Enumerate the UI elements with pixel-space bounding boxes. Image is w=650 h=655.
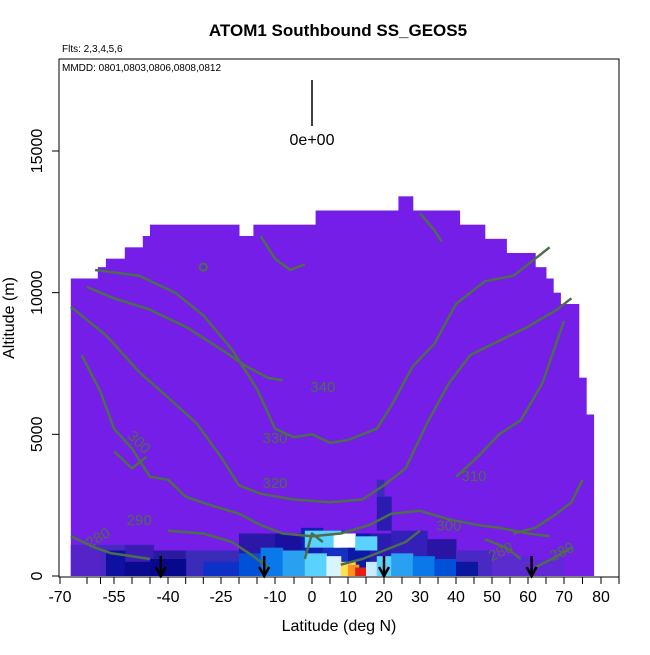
field-column xyxy=(578,377,587,576)
x-tick-label: 40 xyxy=(447,589,465,606)
x-tick-label: 0 xyxy=(308,589,317,606)
field-cell xyxy=(376,496,392,531)
field-cell xyxy=(355,567,367,576)
x-axis-label: Latitude (deg N) xyxy=(282,618,397,635)
contour-line xyxy=(484,538,522,560)
contour-line xyxy=(80,354,550,538)
contour-line xyxy=(455,320,566,478)
field-column xyxy=(560,304,580,576)
field-column xyxy=(506,253,536,576)
field-cell xyxy=(326,556,342,576)
field-column xyxy=(253,224,317,576)
field-cell xyxy=(124,561,151,576)
x-axis: -70 -55 -40 -25 -10 0 10 20 30 40 50 60 70 80 xyxy=(48,576,620,606)
field-cell xyxy=(333,533,356,548)
field-column xyxy=(97,267,107,576)
contour-line xyxy=(513,479,584,535)
field-cell xyxy=(434,559,457,576)
dates-note: MMDD: 0801,0803,0806,0808,0812 xyxy=(62,63,221,74)
field-cell xyxy=(391,553,414,576)
contour-line xyxy=(113,450,148,470)
contour-line xyxy=(167,529,269,569)
field-cell xyxy=(239,553,262,576)
x-tick-label: -10 xyxy=(263,589,286,606)
field-cell xyxy=(492,556,529,576)
field-column xyxy=(239,236,254,576)
field-column xyxy=(150,224,240,576)
field-cell xyxy=(70,544,101,576)
x-tick-label: 20 xyxy=(375,589,393,606)
x-tick-label: -40 xyxy=(156,589,179,606)
flight-marker-arrow xyxy=(377,556,391,579)
chart-title: ATOM1 Southbound SS_GEOS5 xyxy=(209,21,467,40)
field-cell xyxy=(412,556,435,576)
field-column xyxy=(553,292,561,576)
field-column xyxy=(586,414,595,576)
field-column xyxy=(535,267,547,576)
field-cell xyxy=(304,553,327,576)
field-column xyxy=(484,238,507,577)
field-cell xyxy=(260,547,284,576)
y-tick-label: 15000 xyxy=(29,129,46,174)
field-column xyxy=(70,278,99,576)
x-tick-label: 80 xyxy=(592,589,610,606)
flight-markers xyxy=(154,556,538,579)
contour-line xyxy=(70,297,573,504)
field-column xyxy=(546,278,554,576)
x-tick-label: 50 xyxy=(483,589,501,606)
field-column xyxy=(398,196,414,577)
y-axis: 0 5000 10000 15000 xyxy=(29,129,60,580)
x-tick-label: -25 xyxy=(209,589,232,606)
y-tick-label: 10000 xyxy=(29,270,46,315)
contour-label: 320 xyxy=(262,475,287,492)
contour-line xyxy=(419,212,443,243)
x-tick-label: 60 xyxy=(519,589,537,606)
contour-ring xyxy=(198,262,208,272)
x-tick-label: 30 xyxy=(411,589,429,606)
flights-note: Flts: 2,3,4,5,6 xyxy=(62,44,123,55)
contour-line xyxy=(259,235,306,272)
contour-label: 310 xyxy=(461,468,486,485)
field-cell xyxy=(282,550,306,576)
field-cell xyxy=(355,536,378,551)
x-tick-label: 70 xyxy=(555,589,573,606)
flight-marker-arrow xyxy=(525,556,538,579)
field-column xyxy=(124,247,144,577)
field-cell xyxy=(348,564,360,576)
contour-line xyxy=(340,529,421,566)
field-cell xyxy=(528,559,565,576)
field-cell xyxy=(105,550,126,576)
contour-line xyxy=(303,532,324,560)
contour-line xyxy=(70,535,151,561)
contour-label: 340 xyxy=(310,379,335,396)
scale-label: 0e+00 xyxy=(290,132,335,149)
contour-line xyxy=(534,546,573,569)
heatmap-field xyxy=(70,196,595,577)
field-cell xyxy=(366,561,378,576)
x-tick-label: -55 xyxy=(102,589,125,606)
y-tick-label: 5000 xyxy=(29,416,46,452)
field-column xyxy=(142,236,151,576)
contour-line xyxy=(86,285,283,382)
y-axis-label: Altitude (m) xyxy=(1,277,18,359)
x-tick-label: -70 xyxy=(48,589,71,606)
field-cell xyxy=(456,561,479,576)
contour-label: 330 xyxy=(262,430,287,447)
contour-label: 300 xyxy=(436,518,461,535)
field-column xyxy=(105,258,126,576)
flight-marker-arrow xyxy=(154,556,167,579)
contour-label: 290 xyxy=(127,512,152,529)
flight-marker-arrow xyxy=(258,556,271,579)
contour-lines xyxy=(70,212,584,569)
field-cell xyxy=(203,561,240,576)
contour-line xyxy=(94,246,551,445)
x-tick-label: 10 xyxy=(339,589,357,606)
y-tick-label: 0 xyxy=(29,571,46,580)
